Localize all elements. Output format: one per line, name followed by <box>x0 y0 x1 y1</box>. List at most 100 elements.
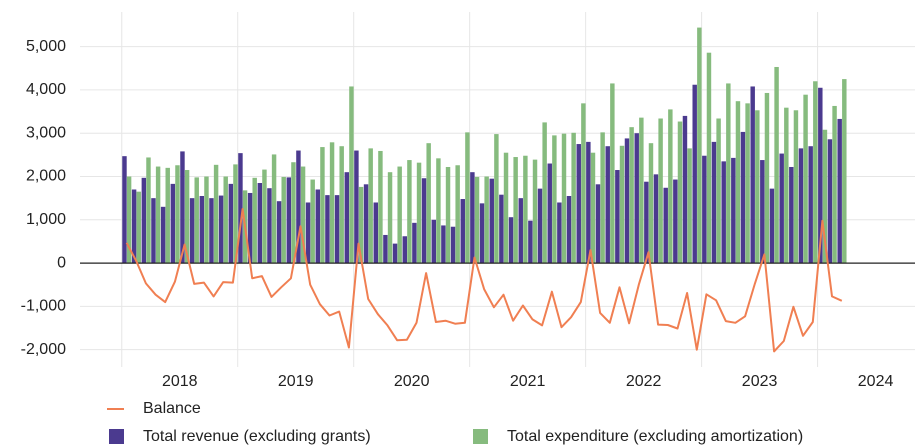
bar <box>726 83 731 264</box>
y-tick-label: 0 <box>57 254 66 271</box>
bar <box>257 183 263 264</box>
bar <box>184 170 190 264</box>
bar <box>354 150 359 264</box>
bar <box>774 66 779 264</box>
bar <box>813 81 818 264</box>
y-tick-label: 3,000 <box>26 124 66 141</box>
bar <box>745 103 750 264</box>
bar <box>218 195 224 264</box>
bar <box>764 92 770 264</box>
bar <box>276 201 282 264</box>
bar <box>557 202 562 264</box>
bar <box>668 109 673 264</box>
bar <box>223 176 228 264</box>
bar <box>610 83 615 264</box>
bar <box>523 155 528 264</box>
bar <box>334 195 340 264</box>
bar <box>160 206 166 264</box>
bar <box>286 177 292 264</box>
bar <box>639 117 644 264</box>
bar <box>755 110 760 264</box>
bar <box>378 150 383 264</box>
bar <box>455 165 460 264</box>
bar <box>252 177 257 264</box>
bar <box>697 27 702 264</box>
bar <box>445 166 451 264</box>
bar <box>421 178 427 264</box>
bar <box>590 152 596 264</box>
bar <box>528 220 533 264</box>
bar <box>653 174 659 264</box>
bar <box>503 152 509 264</box>
x-tick-label: 2022 <box>626 373 662 390</box>
bar <box>532 159 538 264</box>
bar <box>320 147 325 264</box>
bar <box>842 79 847 264</box>
bar <box>634 133 639 264</box>
bar <box>281 176 286 264</box>
bar <box>571 132 576 264</box>
bar <box>818 87 823 264</box>
bar <box>368 148 373 264</box>
x-tick-label: 2020 <box>394 373 430 390</box>
bar <box>537 188 543 264</box>
y-tick-label: 4,000 <box>26 81 66 98</box>
bar <box>484 176 489 264</box>
bar <box>673 179 678 264</box>
bar <box>233 164 238 264</box>
bar <box>296 150 301 264</box>
bar <box>803 94 808 264</box>
bar <box>392 243 398 264</box>
bar <box>798 148 804 264</box>
legend-swatch <box>473 429 488 444</box>
bar <box>126 176 132 264</box>
bar <box>175 165 180 264</box>
bar <box>151 198 156 264</box>
bar <box>779 153 784 264</box>
bar <box>247 192 253 264</box>
bar <box>460 199 465 264</box>
bar <box>383 234 388 264</box>
bar <box>789 166 794 264</box>
bar <box>228 183 234 264</box>
bar <box>692 84 697 264</box>
bar <box>412 222 417 264</box>
bar <box>479 203 485 264</box>
bar <box>373 202 379 264</box>
bar <box>711 141 717 264</box>
bar <box>687 148 692 264</box>
bar <box>141 177 147 264</box>
bar <box>760 160 765 264</box>
bar <box>595 184 601 264</box>
bar <box>600 132 605 264</box>
bar <box>586 141 591 264</box>
legend-label: Total expenditure (excluding amortizatio… <box>507 428 803 445</box>
bar <box>735 101 741 264</box>
bar <box>450 226 456 264</box>
bar <box>706 52 712 264</box>
bar <box>552 135 557 264</box>
bar <box>170 183 176 264</box>
bar <box>204 176 209 264</box>
legend-label: Balance <box>143 400 201 417</box>
bar <box>740 131 746 264</box>
bar <box>619 145 625 264</box>
bar <box>769 188 775 264</box>
bar <box>339 146 344 264</box>
bar <box>213 164 219 264</box>
bar <box>494 134 499 264</box>
bar <box>310 179 315 264</box>
bar <box>441 225 446 264</box>
bar <box>199 195 205 264</box>
x-tick-label: 2023 <box>742 373 778 390</box>
bar <box>648 143 654 264</box>
bar <box>629 127 634 264</box>
bar <box>489 178 494 264</box>
line <box>125 208 843 353</box>
bar <box>465 132 470 264</box>
bar <box>402 236 408 264</box>
bar <box>832 105 837 264</box>
bar <box>209 198 214 264</box>
bar <box>808 146 813 264</box>
